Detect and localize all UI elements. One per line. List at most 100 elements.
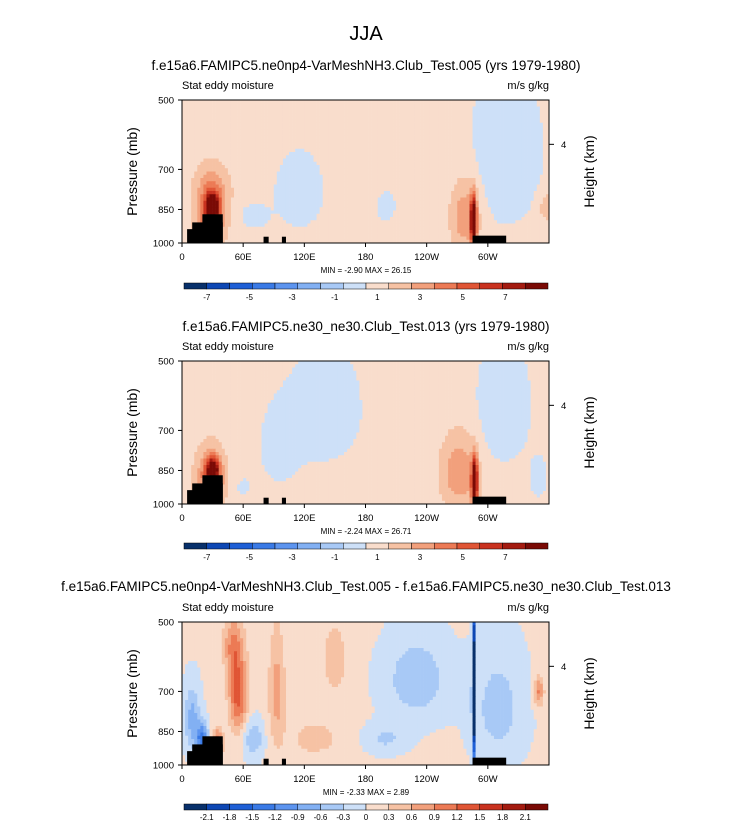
field-cell (292, 122, 296, 127)
field-cell (270, 126, 275, 130)
field-cell (448, 197, 452, 202)
field-cell (423, 181, 427, 185)
field-cell (448, 106, 452, 111)
field-cell (487, 148, 492, 153)
field-cell (503, 113, 507, 117)
field-cell (261, 174, 265, 179)
field-cell (420, 132, 424, 137)
field-cell (539, 174, 544, 179)
field-cell (493, 103, 498, 107)
field-cell (374, 217, 379, 221)
field-cell (227, 126, 232, 130)
field-cell (542, 178, 547, 182)
field-cell (356, 194, 360, 198)
field-cell (249, 116, 253, 120)
field-cell (396, 213, 400, 218)
field-cell (298, 213, 302, 218)
field-cell (408, 217, 412, 221)
field-cell (337, 132, 342, 137)
field-cell (319, 129, 323, 133)
field-cell (365, 119, 369, 124)
field-cell (469, 220, 473, 224)
field-cell (237, 152, 241, 156)
field-cell (472, 171, 476, 176)
field-cell (441, 152, 446, 156)
field-cell (399, 129, 403, 133)
field-cell (481, 129, 486, 133)
field-cell (420, 171, 424, 176)
field-cell (445, 226, 449, 231)
field-cell (438, 139, 443, 143)
field-cell (402, 223, 406, 228)
field-cell (405, 113, 409, 117)
field-cell (490, 139, 495, 143)
field-cell (267, 178, 271, 182)
field-cell (524, 129, 528, 133)
field-cell (411, 178, 415, 182)
field-cell (435, 135, 440, 140)
field-cell (423, 226, 427, 231)
field-cell (194, 106, 198, 111)
field-cell (350, 100, 354, 104)
field-cell (515, 129, 519, 133)
field-cell (215, 113, 219, 117)
field-cell (402, 139, 406, 143)
field-cell (344, 178, 348, 182)
field-cell (521, 135, 525, 140)
field-cell (325, 113, 330, 117)
field-cell (341, 168, 345, 172)
field-cell (365, 148, 369, 153)
field-cell (493, 129, 498, 133)
field-cell (313, 113, 317, 117)
field-cell (472, 126, 476, 130)
field-cell (435, 129, 440, 133)
field-cell (509, 165, 513, 169)
field-cell (408, 187, 412, 192)
field-cell (295, 207, 299, 211)
field-cell (215, 132, 219, 137)
field-cell (408, 139, 412, 143)
field-cell (182, 122, 186, 127)
field-cell (325, 178, 330, 182)
field-cell (276, 139, 281, 143)
field-cell (371, 126, 375, 130)
field-cell (289, 129, 293, 133)
field-cell (194, 148, 198, 153)
field-cell (399, 194, 403, 198)
field-cell (279, 200, 284, 205)
field-cell (273, 230, 278, 234)
field-cell (374, 119, 379, 124)
field-cell (237, 187, 241, 192)
field-cell (182, 187, 186, 192)
field-cell (438, 155, 443, 159)
field-cell (408, 200, 412, 205)
field-cell (289, 171, 293, 176)
field-cell (487, 171, 492, 176)
field-cell (289, 152, 293, 156)
field-cell (515, 142, 519, 146)
field-cell (289, 204, 293, 208)
field-cell (414, 174, 418, 179)
field-cell (432, 213, 437, 218)
field-cell (402, 184, 406, 189)
field-cell (542, 155, 547, 159)
field-cell (334, 184, 339, 189)
field-cell (466, 168, 470, 172)
field-cell (359, 191, 363, 195)
field-cell (371, 139, 375, 143)
field-cell (252, 129, 256, 133)
field-cell (399, 184, 403, 189)
field-cell (451, 187, 455, 192)
field-cell (282, 119, 287, 124)
field-cell (420, 210, 424, 215)
field-cell (233, 230, 238, 234)
field-cell (227, 142, 232, 146)
field-cell (313, 171, 317, 176)
field-cell (414, 187, 418, 192)
field-cell (463, 187, 467, 192)
field-cell (377, 152, 382, 156)
field-cell (344, 161, 348, 166)
field-cell (292, 178, 296, 182)
field-cell (399, 217, 403, 221)
field-cell (429, 230, 434, 234)
